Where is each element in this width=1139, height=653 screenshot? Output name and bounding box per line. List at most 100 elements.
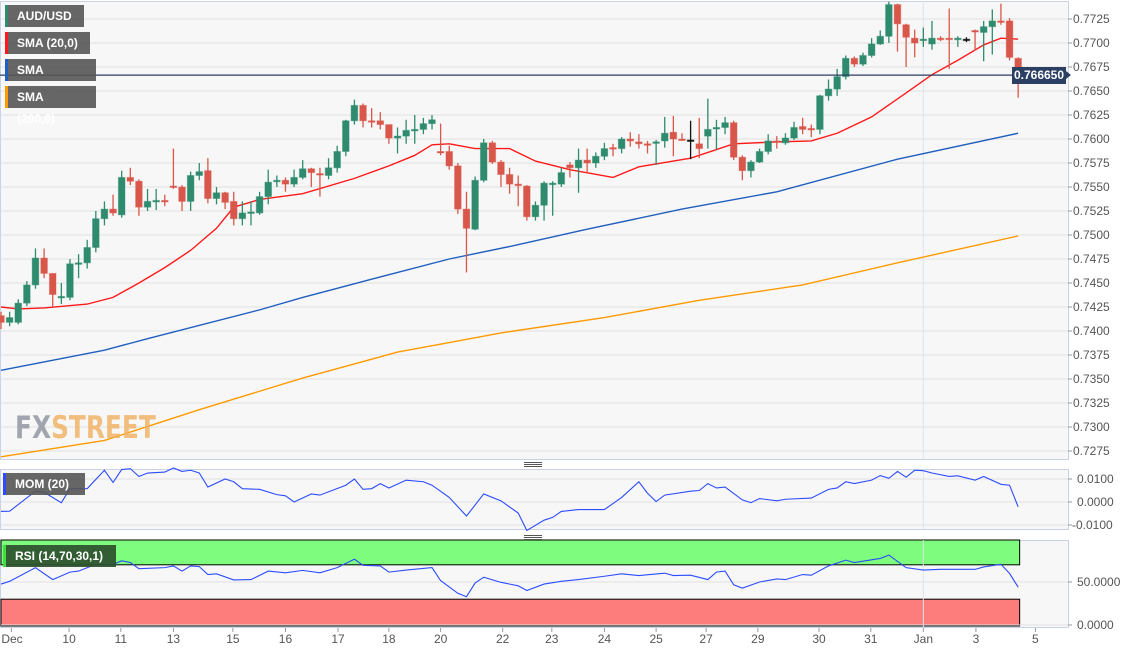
price-tick-label: 0.7450 [1073, 276, 1110, 290]
date-tick-label: 18 [382, 632, 396, 646]
candle [833, 68, 841, 96]
candle-body [971, 30, 979, 33]
candle [704, 98, 712, 149]
candle-body [824, 88, 833, 97]
candle-body [514, 183, 523, 187]
candle [204, 158, 212, 204]
candle [462, 191, 471, 273]
candle [5, 311, 14, 327]
candle [643, 140, 652, 154]
legend-label: SMA (200,0) [17, 90, 56, 126]
candle [721, 116, 729, 135]
candle [479, 139, 488, 183]
candle-body [816, 95, 824, 130]
legend-label: SMA (20,0) [17, 36, 78, 50]
candle-body [393, 135, 402, 139]
candle-body [212, 192, 221, 200]
candle-body [402, 129, 410, 137]
legend-mom[interactable]: MOM (20) [3, 473, 85, 495]
candle [505, 167, 514, 194]
candle-body [48, 272, 57, 296]
mom-line [0, 467, 1019, 532]
candle-body [660, 132, 669, 142]
candle [540, 181, 548, 221]
candle [738, 155, 747, 181]
legend-sma-100[interactable]: SMA (100,0) [5, 59, 96, 99]
candle-body [867, 43, 876, 56]
candle-body [462, 208, 471, 229]
candle [678, 133, 686, 141]
legend-label: MOM (20) [15, 477, 69, 491]
candle [859, 52, 867, 67]
candle-body [109, 208, 117, 214]
candle [945, 8, 954, 69]
price-tick-label: 0.7575 [1073, 156, 1110, 170]
candle-body [100, 208, 109, 220]
candle-body [936, 37, 945, 41]
candle [31, 248, 40, 289]
legend-sma-20[interactable]: SMA (20,0) [5, 32, 90, 54]
candle [126, 167, 135, 186]
candle [979, 20, 988, 62]
candle-body [479, 142, 488, 181]
price-tick-label: 0.7275 [1073, 444, 1110, 458]
legend-color-swatch [5, 32, 8, 54]
candle-body [290, 176, 298, 185]
sma-line-2000 [0, 235, 1019, 458]
candle-body [859, 54, 867, 65]
rsi-overbought-band [0, 539, 1021, 566]
candle-body [359, 104, 367, 122]
candle [23, 281, 31, 307]
date-tick-label: 30 [812, 632, 826, 646]
candle [221, 191, 229, 210]
candle [385, 124, 393, 144]
candle-body [307, 168, 316, 174]
candle-body [350, 104, 359, 122]
candle-body [954, 37, 962, 41]
candle-body [531, 204, 540, 218]
candle [514, 175, 523, 207]
candle [798, 117, 807, 135]
candle-body [747, 161, 755, 172]
candle [255, 191, 264, 215]
candle [954, 36, 962, 47]
candle-body [557, 172, 566, 185]
candle [410, 115, 419, 144]
drag-handle-icon[interactable] [524, 462, 542, 468]
legend-aud-usd[interactable]: AUD/USD [5, 5, 84, 27]
candle [428, 115, 436, 130]
date-tick-label: 20 [434, 632, 448, 646]
candle-body [0, 315, 5, 323]
legend-label: RSI (14,70,30,1) [15, 549, 104, 563]
main-panel [0, 1, 1069, 460]
candle-body [643, 143, 652, 146]
candle [178, 185, 186, 211]
mom-tick-label: 0.0100 [1077, 472, 1114, 486]
candle [117, 170, 126, 218]
candle-body [471, 179, 479, 230]
candle [342, 119, 350, 157]
candle [402, 119, 410, 144]
candle-body [497, 161, 505, 176]
price-tick-label: 0.7400 [1073, 324, 1110, 338]
date-tick-label: 5 [1032, 632, 1039, 646]
candle [850, 56, 859, 67]
candle-body [850, 57, 859, 65]
candle [867, 38, 876, 58]
drag-handle-icon[interactable] [524, 535, 542, 541]
candle [747, 160, 755, 178]
candle-body [893, 4, 902, 25]
candle-body [152, 199, 160, 203]
candle-body [841, 57, 850, 78]
legend-sma-200[interactable]: SMA (200,0) [5, 86, 96, 126]
candle-body [14, 302, 23, 323]
price-tick-label: 0.7475 [1073, 252, 1110, 266]
candle [497, 160, 505, 187]
candle [626, 132, 635, 147]
candle-body [23, 284, 31, 304]
candle [660, 116, 669, 148]
candle [609, 143, 617, 157]
candle [66, 259, 74, 301]
legend-rsi[interactable]: RSI (14,70,30,1) [3, 545, 116, 567]
